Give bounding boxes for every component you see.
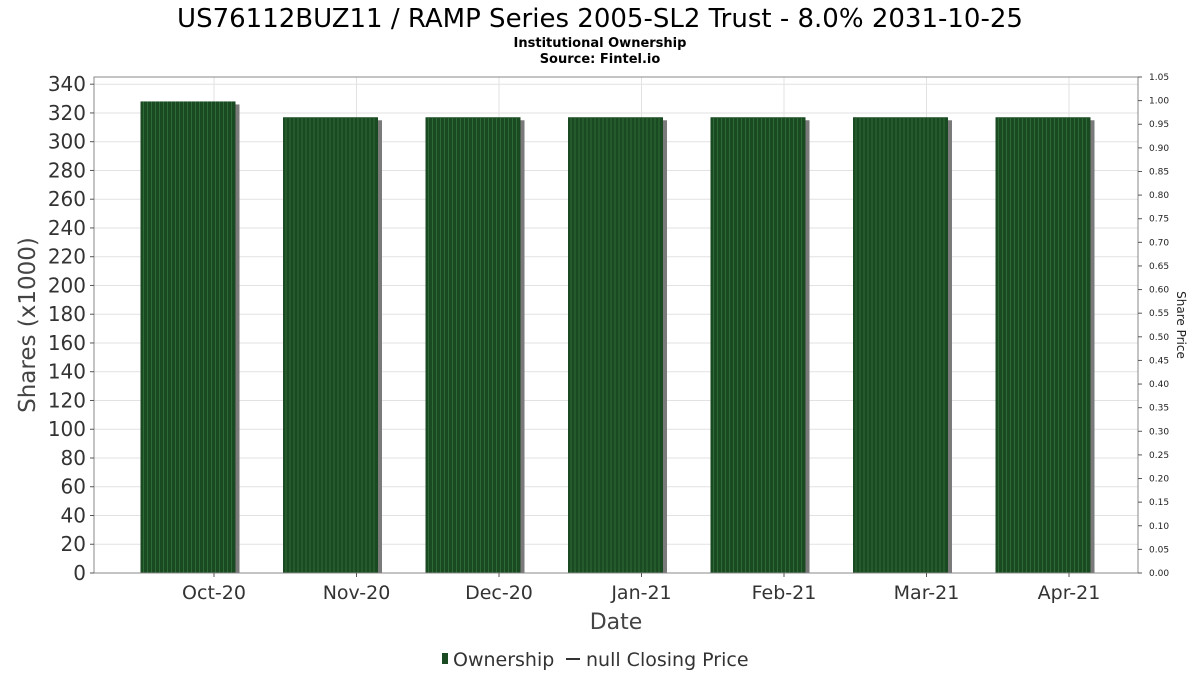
y-tick-label: 240 bbox=[48, 216, 86, 240]
y2-axis-label: Share Price bbox=[1174, 291, 1188, 359]
y2-tick-label: 0.70 bbox=[1149, 238, 1169, 248]
y-tick-label: 180 bbox=[48, 302, 86, 326]
chart-title: US76112BUZ11 / RAMP Series 2005-SL2 Trus… bbox=[177, 4, 1023, 34]
chart-subtitle: Institutional Ownership bbox=[514, 36, 687, 51]
y-tick-label: 140 bbox=[48, 360, 86, 384]
bar-series-ownership bbox=[140, 101, 1095, 574]
y2-tick-label: 0.30 bbox=[1149, 427, 1169, 437]
x-tick-label: Nov-20 bbox=[323, 582, 391, 604]
legend: Ownership null Closing Price bbox=[442, 649, 749, 671]
y-tick-label: 320 bbox=[48, 101, 86, 125]
y2-tick-label: 0.00 bbox=[1149, 569, 1169, 579]
plot-area-border bbox=[93, 76, 1139, 574]
x-axis-ticks: Oct-20 Nov-20 Dec-20 Jan-21 Feb-21 Mar-21 Apr-… bbox=[182, 573, 1100, 604]
y-axis-ticks: 0 20 40 60 80 100 120 140 160 180 200 220 240 260 280 3… bbox=[48, 72, 94, 585]
y-axis-label: Shares (x1000) bbox=[15, 237, 41, 413]
y2-tick-label: 0.45 bbox=[1149, 356, 1169, 366]
y2-tick-label: 0.20 bbox=[1149, 475, 1169, 485]
y2-tick-label: 0.60 bbox=[1149, 286, 1169, 296]
y2-tick-label: 0.25 bbox=[1149, 451, 1169, 461]
y2-tick-label: 0.90 bbox=[1149, 144, 1169, 154]
x-tick-label: Feb-21 bbox=[752, 582, 817, 604]
y-tick-label: 280 bbox=[48, 158, 86, 182]
y-tick-label: 80 bbox=[61, 446, 86, 470]
chart-source: Source: Fintel.io bbox=[540, 52, 661, 67]
x-tick-label: Jan-21 bbox=[610, 582, 671, 604]
y-tick-label: 200 bbox=[48, 273, 86, 297]
y-tick-label: 340 bbox=[48, 72, 86, 96]
y2-tick-label: 0.40 bbox=[1149, 380, 1169, 390]
y-tick-label: 160 bbox=[48, 331, 86, 355]
legend-ownership-label: Ownership bbox=[453, 649, 554, 671]
y-tick-label: 100 bbox=[48, 417, 86, 441]
y2-tick-label: 1.05 bbox=[1149, 73, 1169, 83]
y2-tick-label: 0.65 bbox=[1149, 262, 1169, 272]
y-tick-label: 40 bbox=[61, 503, 86, 527]
y2-tick-label: 0.95 bbox=[1149, 120, 1169, 130]
x-tick-label: Mar-21 bbox=[894, 582, 960, 604]
y-tick-label: 0 bbox=[73, 561, 86, 585]
y-tick-label: 260 bbox=[48, 187, 86, 211]
y2-axis-ticks: 0.00 0.05 0.10 0.15 0.20 0.25 0.30 0.35 0.40 0.45… bbox=[1138, 73, 1169, 579]
y2-tick-label: 1.00 bbox=[1149, 97, 1169, 107]
x-tick-label: Oct-20 bbox=[182, 582, 246, 604]
x-axis-label: Date bbox=[590, 610, 643, 635]
y2-tick-label: 0.55 bbox=[1149, 309, 1169, 319]
y2-tick-label: 0.80 bbox=[1149, 191, 1169, 201]
y2-tick-label: 0.50 bbox=[1149, 333, 1169, 343]
x-tick-label: Apr-21 bbox=[1038, 582, 1101, 604]
legend-ownership-swatch bbox=[442, 653, 448, 664]
x-tick-label: Dec-20 bbox=[465, 582, 533, 604]
y2-tick-label: 0.15 bbox=[1149, 498, 1169, 508]
y2-tick-label: 0.05 bbox=[1149, 545, 1169, 555]
legend-price-label: null Closing Price bbox=[586, 649, 749, 671]
y-tick-label: 120 bbox=[48, 388, 86, 412]
y2-tick-label: 0.75 bbox=[1149, 215, 1169, 225]
y-tick-label: 60 bbox=[61, 475, 86, 499]
y-tick-label: 300 bbox=[48, 130, 86, 154]
y2-tick-label: 0.10 bbox=[1149, 522, 1169, 532]
y2-tick-label: 0.85 bbox=[1149, 167, 1169, 177]
y-tick-label: 20 bbox=[61, 532, 86, 556]
y-tick-label: 220 bbox=[48, 245, 86, 269]
y2-tick-label: 0.35 bbox=[1149, 404, 1169, 414]
